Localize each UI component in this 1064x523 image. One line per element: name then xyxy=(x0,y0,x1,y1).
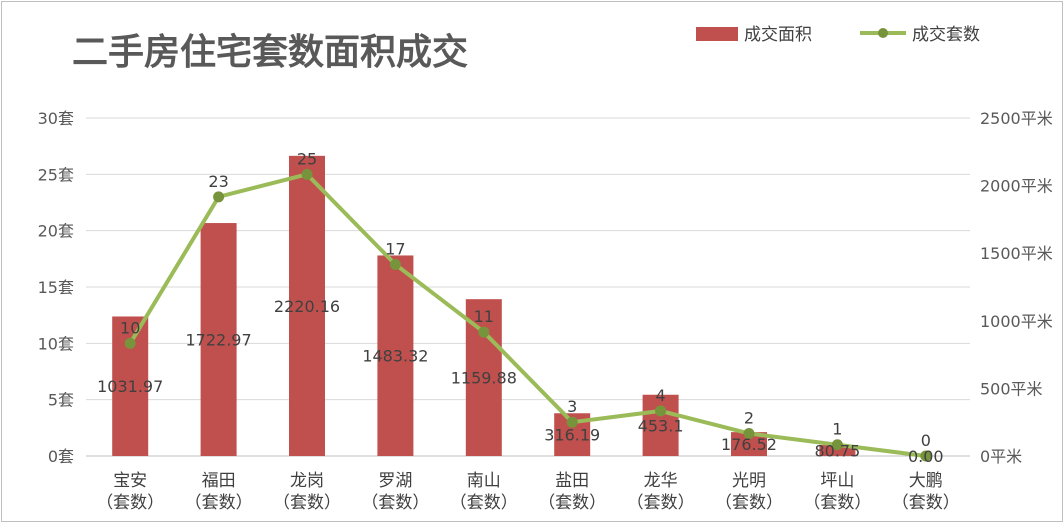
category-label: 罗湖 xyxy=(378,471,412,491)
bar-9 xyxy=(819,445,856,456)
count-data-label: 0 xyxy=(921,431,931,450)
y-left-tick-label: 10套 xyxy=(38,334,74,353)
area-data-label: 316.19 xyxy=(544,426,600,445)
category-label: 南山 xyxy=(467,471,501,491)
category-label: 大鹏 xyxy=(909,471,943,491)
bar-4 xyxy=(377,255,414,456)
count-point-1 xyxy=(124,337,136,349)
count-point-3 xyxy=(301,168,313,180)
y-axis-right: 0平米 500平米 1000平米 1500平米 2000平米 2500平米 xyxy=(980,109,1053,466)
y-left-tick-label: 0套 xyxy=(48,447,74,466)
category-suffix-label: （套数） xyxy=(96,493,164,513)
count-point-8 xyxy=(743,427,755,439)
category-suffix-label: （套数） xyxy=(273,493,341,513)
area-data-label: 1483.32 xyxy=(362,347,428,366)
count-data-label: 17 xyxy=(385,239,405,258)
count-point-9 xyxy=(831,439,843,451)
y-left-tick-label: 20套 xyxy=(38,222,74,241)
area-data-label: 453.1 xyxy=(638,416,684,435)
y-right-tick-label: 2000平米 xyxy=(980,177,1053,196)
count-data-label: 23 xyxy=(208,172,228,191)
area-data-label: 1722.97 xyxy=(186,331,252,350)
y-axis-left: 0套 5套 10套 15套 20套 25套 30套 xyxy=(38,109,74,466)
count-data-label: 1 xyxy=(832,420,842,439)
count-point-7 xyxy=(655,405,667,417)
area-data-label: 80.75 xyxy=(814,442,860,461)
bar-7 xyxy=(642,394,679,456)
area-data-label: 1031.97 xyxy=(97,377,163,396)
count-point-4 xyxy=(389,258,401,270)
legend-label-area: 成交面积 xyxy=(744,25,812,45)
line-series-count xyxy=(124,168,932,462)
count-data-label: 10 xyxy=(120,318,140,337)
data-labels: 1031.97 1722.97 2220.16 1483.32 1159.88 316.1… xyxy=(97,149,943,466)
y-left-tick-label: 15套 xyxy=(38,278,74,297)
count-point-6 xyxy=(566,416,578,428)
chart-title: 二手房住宅套数面积成交 xyxy=(72,31,468,73)
category-label: 福田 xyxy=(202,471,236,491)
category-label: 光明 xyxy=(732,471,766,491)
count-data-label: 11 xyxy=(474,307,494,326)
area-data-label: 0.00 xyxy=(908,447,944,466)
count-point-10 xyxy=(920,450,932,462)
area-data-label: 1159.88 xyxy=(451,369,517,388)
category-label: 宝安 xyxy=(113,471,147,491)
y-left-tick-label: 5套 xyxy=(48,391,74,410)
category-label: 龙华 xyxy=(644,471,678,491)
legend-label-count: 成交套数 xyxy=(912,25,980,45)
count-data-label: 25 xyxy=(297,149,317,168)
count-point-2 xyxy=(213,191,225,203)
category-suffix-label: （套数） xyxy=(361,493,429,513)
category-suffix-label: （套数） xyxy=(627,493,695,513)
count-point-5 xyxy=(478,326,490,338)
count-data-label: 2 xyxy=(744,408,754,427)
count-data-label: 3 xyxy=(567,397,577,416)
y-right-tick-label: 1000平米 xyxy=(980,312,1053,331)
category-suffix-label: （套数） xyxy=(715,493,783,513)
y-right-tick-label: 1500平米 xyxy=(980,244,1053,263)
area-data-label: 2220.16 xyxy=(274,297,340,316)
bar-2 xyxy=(200,223,237,456)
bar-8 xyxy=(731,432,767,456)
category-suffix-label: （套数） xyxy=(450,493,518,513)
category-label: 龙岗 xyxy=(290,471,324,491)
y-left-tick-label: 30套 xyxy=(38,109,74,128)
y-right-tick-label: 500平米 xyxy=(980,379,1043,398)
category-label: 盐田 xyxy=(555,471,589,491)
area-data-label: 176.52 xyxy=(721,435,777,454)
category-suffix-label: （套数） xyxy=(892,493,960,513)
y-left-tick-label: 25套 xyxy=(38,165,74,184)
count-data-label: 4 xyxy=(656,386,666,405)
category-suffix-label: （套数） xyxy=(803,493,871,513)
category-suffix-label: （套数） xyxy=(538,493,606,513)
y-right-tick-label: 2500平米 xyxy=(980,109,1053,128)
count-line-path xyxy=(128,172,927,458)
bar-series-area xyxy=(112,155,856,457)
legend-swatch-count-marker xyxy=(878,28,888,38)
bar-3 xyxy=(289,155,325,457)
y-right-tick-label: 0平米 xyxy=(980,447,1022,466)
x-axis-categories: 宝安（套数）福田（套数）龙岗（套数）罗湖（套数）南山（套数）盐田（套数）龙华（套… xyxy=(96,471,960,513)
category-suffix-label: （套数） xyxy=(185,493,253,513)
legend-swatch-area xyxy=(696,27,738,41)
legend: 成交面积 成交套数 xyxy=(696,25,980,45)
category-label: 坪山 xyxy=(820,471,854,491)
